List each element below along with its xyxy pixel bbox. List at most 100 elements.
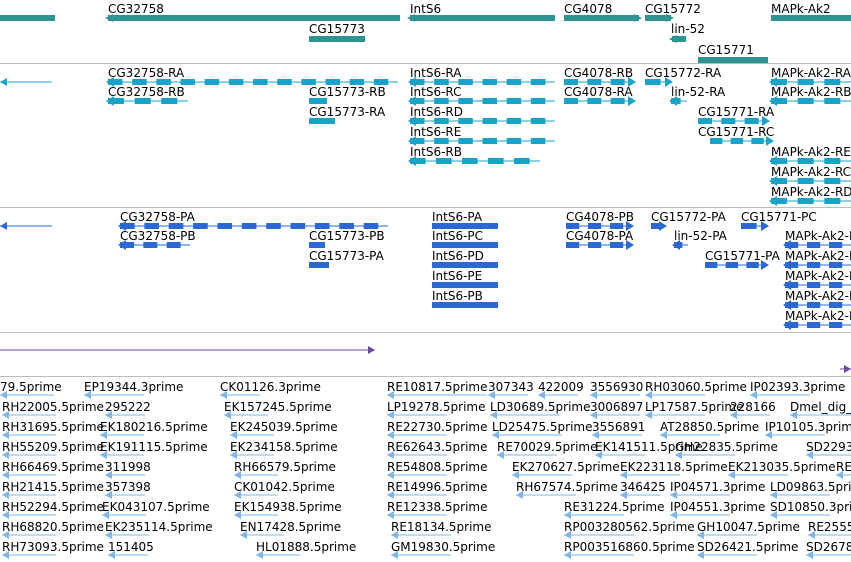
feature-gh10047-5prime[interactable] — [697, 531, 757, 539]
feature-rh66579-5prime[interactable] — [234, 471, 278, 479]
feature-ints6-rc[interactable] — [408, 96, 555, 106]
feature-cg32758[interactable] — [105, 14, 400, 22]
feature-mapk-ak2-pd[interactable] — [783, 300, 851, 310]
feature-cg15771[interactable] — [698, 57, 768, 63]
feature-346425[interactable] — [620, 491, 660, 499]
feature-ld09863-5prime[interactable] — [770, 491, 830, 499]
feature-ints6-pd[interactable] — [432, 262, 498, 268]
feature-cg15773[interactable] — [309, 36, 365, 42]
feature-lp17587-5prime[interactable] — [645, 411, 705, 419]
feature-at28850-5prime[interactable] — [660, 431, 720, 439]
feature-ints6-re[interactable] — [408, 136, 555, 146]
feature-mapk-ak2-ra[interactable] — [769, 77, 851, 87]
feature-151405[interactable] — [108, 551, 148, 559]
feature-ek270627-5prime[interactable] — [512, 471, 572, 479]
feature-dmel-dig-[interactable] — [790, 411, 851, 419]
feature-ints6-ra[interactable] — [408, 77, 555, 87]
feature-295222[interactable] — [105, 411, 145, 419]
feature-ek223118-5prime[interactable] — [620, 471, 680, 479]
feature-307343[interactable] — [488, 391, 528, 399]
feature-mapk-ak2-rd[interactable] — [769, 196, 851, 206]
feature-mapk-ak2-rb[interactable] — [769, 96, 851, 106]
feature-sd10850-3prime[interactable] — [770, 511, 830, 519]
feature-rp003516860-5prime[interactable] — [564, 551, 634, 559]
feature-ints6-pb[interactable] — [432, 302, 498, 308]
feature-357398[interactable] — [105, 491, 145, 499]
feature-cg15771-pc[interactable] — [741, 221, 769, 231]
feature-cg15773-ra[interactable] — [309, 118, 335, 124]
feature-228166[interactable] — [730, 411, 770, 419]
feature-ints6-pc[interactable] — [432, 242, 498, 248]
feature-ek245039-5prime[interactable] — [230, 431, 274, 439]
feature-cg15773-pb[interactable] — [309, 242, 325, 248]
feature-en17428-5prime[interactable] — [240, 531, 284, 539]
feature-3556891[interactable] — [592, 431, 642, 439]
feature-transposon-1[interactable] — [840, 365, 851, 373]
feature-re18134-5prime[interactable] — [391, 531, 451, 539]
feature-cg15772-ra[interactable] — [645, 77, 673, 87]
feature-lin-52-ra[interactable] — [669, 96, 687, 106]
feature-rh22005-5prime[interactable] — [2, 411, 56, 419]
feature-re62643-5prime[interactable] — [387, 451, 447, 459]
feature-rp003280562-5prime[interactable] — [564, 531, 634, 539]
feature-ek157245-5prime[interactable] — [224, 411, 268, 419]
feature-ints6-rd[interactable] — [408, 116, 555, 126]
feature-mapk-ak2[interactable] — [771, 15, 851, 21]
feature-422009[interactable] — [538, 391, 578, 399]
feature-sd2678[interactable] — [806, 551, 851, 559]
feature-re31224-5prime[interactable] — [564, 511, 624, 519]
feature-rh31695-5prime[interactable] — [2, 431, 56, 439]
feature-cg4078[interactable] — [564, 14, 642, 22]
feature-ek154938-5prime[interactable] — [234, 511, 278, 519]
feature-genes-0[interactable] — [0, 15, 55, 21]
feature-re22730-5prime[interactable] — [387, 431, 447, 439]
feature-ek213035-5prime[interactable] — [728, 471, 788, 479]
feature-re[interactable] — [836, 471, 851, 479]
feature-re10817-5prime[interactable] — [387, 391, 487, 399]
feature-re12338-5prime[interactable] — [387, 511, 447, 519]
feature-re70029-5prime[interactable] — [497, 451, 557, 459]
feature-ints6-pa[interactable] — [432, 223, 498, 229]
feature-cg15773-pa[interactable] — [309, 262, 329, 268]
feature-sd26421-5prime[interactable] — [697, 551, 757, 559]
feature-ck01042-5prime[interactable] — [234, 491, 278, 499]
feature-rh52294-5prime[interactable] — [2, 511, 56, 519]
feature-cg4078-rb[interactable] — [564, 77, 636, 87]
feature-ek043107-5prime[interactable] — [102, 511, 146, 519]
feature-mapk-ak2-pa[interactable] — [783, 240, 851, 250]
feature-cg32758-pb[interactable] — [118, 240, 190, 250]
feature-mapk-ak2-pc[interactable] — [783, 280, 851, 290]
feature-mapk-ak2-rc[interactable] — [769, 176, 851, 186]
feature-311998[interactable] — [105, 471, 145, 479]
feature-cg4078-pb[interactable] — [566, 221, 634, 231]
feature-re54808-5prime[interactable] — [387, 471, 447, 479]
feature-rh68820-5prime[interactable] — [2, 531, 56, 539]
feature-rh73093-5prime[interactable] — [2, 551, 56, 559]
feature-proteins-0[interactable] — [0, 222, 52, 230]
feature-gh22835-5prime[interactable] — [675, 451, 735, 459]
feature-lin-52-pa[interactable] — [672, 240, 688, 250]
feature-re2555[interactable] — [808, 531, 851, 539]
feature-cg15771-ra[interactable] — [698, 116, 770, 126]
feature-cg15773-rb[interactable] — [309, 98, 327, 104]
feature-transposon-0[interactable] — [0, 346, 375, 354]
feature-3006897[interactable] — [590, 411, 640, 419]
feature-cg4078-pa[interactable] — [566, 240, 634, 250]
feature-cg15771-rc[interactable] — [710, 136, 774, 146]
feature-3556930[interactable] — [590, 391, 640, 399]
feature-mapk-ak2-pb[interactable] — [783, 260, 851, 270]
feature-ep19344-3prime[interactable] — [84, 391, 144, 399]
feature-rh21415-5prime[interactable] — [2, 491, 56, 499]
feature-79-5prime[interactable] — [0, 391, 54, 399]
feature-lp19278-5prime[interactable] — [387, 411, 447, 419]
feature-ip10105-3prime[interactable] — [765, 431, 825, 439]
feature-cg15772-pa[interactable] — [651, 221, 667, 231]
feature-ld25475-5prime[interactable] — [492, 431, 562, 439]
feature-cg32758-pa[interactable] — [118, 221, 388, 231]
feature-ek234158-5prime[interactable] — [230, 451, 274, 459]
feature-hl01888-5prime[interactable] — [256, 551, 300, 559]
feature-ip04571-3prime[interactable] — [670, 491, 730, 499]
feature-cg15771-pa[interactable] — [705, 260, 769, 270]
feature-mapk-ak2-pe[interactable] — [783, 320, 851, 330]
feature-rh03060-5prime[interactable] — [645, 391, 705, 399]
